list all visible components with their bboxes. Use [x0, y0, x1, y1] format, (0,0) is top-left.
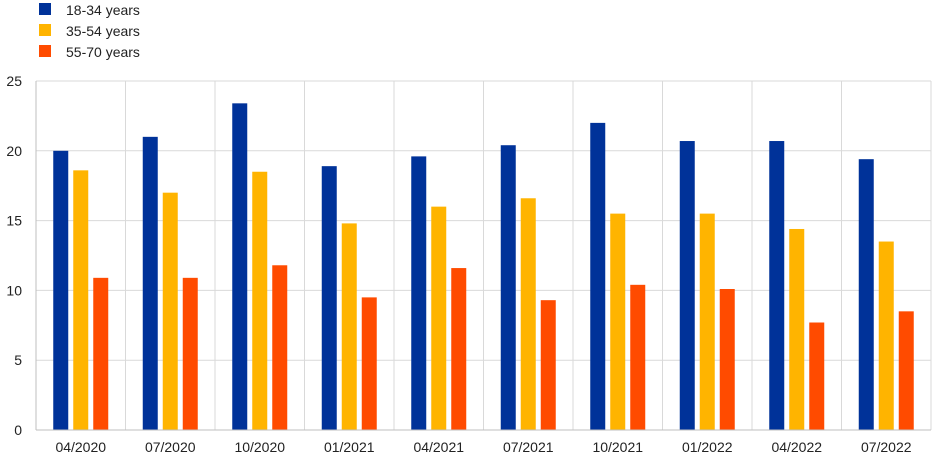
legend-swatch: [39, 24, 51, 36]
legend-swatch: [39, 3, 51, 15]
x-tick-label: 04/2022: [771, 439, 822, 455]
bar: [93, 277, 109, 430]
bar: [719, 289, 735, 430]
y-tick-label: 20: [6, 143, 22, 159]
bar: [540, 300, 556, 430]
bar: [53, 150, 69, 431]
bar: [272, 265, 288, 430]
bar: [858, 159, 874, 430]
y-tick-label: 5: [14, 352, 22, 368]
legend: 18-34 years 35-54 years 55-70 years: [39, 2, 140, 60]
y-tick-label: 25: [6, 73, 22, 89]
bars: [53, 103, 914, 431]
bar: [769, 141, 785, 430]
legend-label: 18-34 years: [66, 2, 140, 18]
x-tick-label: 07/2021: [503, 439, 554, 455]
bar: [789, 228, 805, 430]
bar: [162, 192, 178, 430]
bar: [878, 241, 894, 430]
bar: [232, 103, 248, 430]
y-tick-label: 0: [14, 422, 22, 438]
x-tick-label: 01/2022: [682, 439, 733, 455]
x-tick-label: 04/2021: [413, 439, 464, 455]
bar: [451, 268, 467, 430]
y-tick-label: 15: [6, 213, 22, 229]
bar: [252, 171, 268, 431]
x-tick-label: 10/2020: [234, 439, 285, 455]
bar: [898, 311, 914, 430]
bar: [630, 284, 646, 430]
x-axis-ticks: 04/2020 07/2020 10/2020 01/2021 04/2021 07/20…: [55, 439, 911, 455]
bar: [699, 213, 715, 430]
bar: [520, 198, 536, 430]
x-tick-label: 01/2021: [324, 439, 375, 455]
bar: [411, 156, 427, 430]
bar: [361, 297, 377, 430]
x-tick-label: 04/2020: [55, 439, 106, 455]
bar: [500, 145, 516, 430]
bar: [610, 213, 626, 430]
y-axis-ticks: 0 5 10 15 20 25: [6, 73, 22, 438]
legend-label: 55-70 years: [66, 44, 140, 60]
bar: [73, 170, 89, 430]
legend-swatch: [39, 45, 51, 57]
y-tick-label: 10: [6, 282, 22, 298]
x-tick-label: 10/2021: [592, 439, 643, 455]
axes: [35, 81, 931, 431]
gridlines: [36, 80, 932, 430]
x-tick-label: 07/2022: [861, 439, 912, 455]
bar: [182, 277, 198, 430]
bar: [590, 122, 606, 430]
bar: [341, 223, 357, 430]
bar: [679, 141, 695, 430]
bar: [142, 136, 158, 430]
bar: [809, 322, 825, 430]
legend-label: 35-54 years: [66, 23, 140, 39]
x-tick-label: 07/2020: [145, 439, 196, 455]
bar: [431, 206, 447, 430]
bar: [321, 166, 337, 430]
